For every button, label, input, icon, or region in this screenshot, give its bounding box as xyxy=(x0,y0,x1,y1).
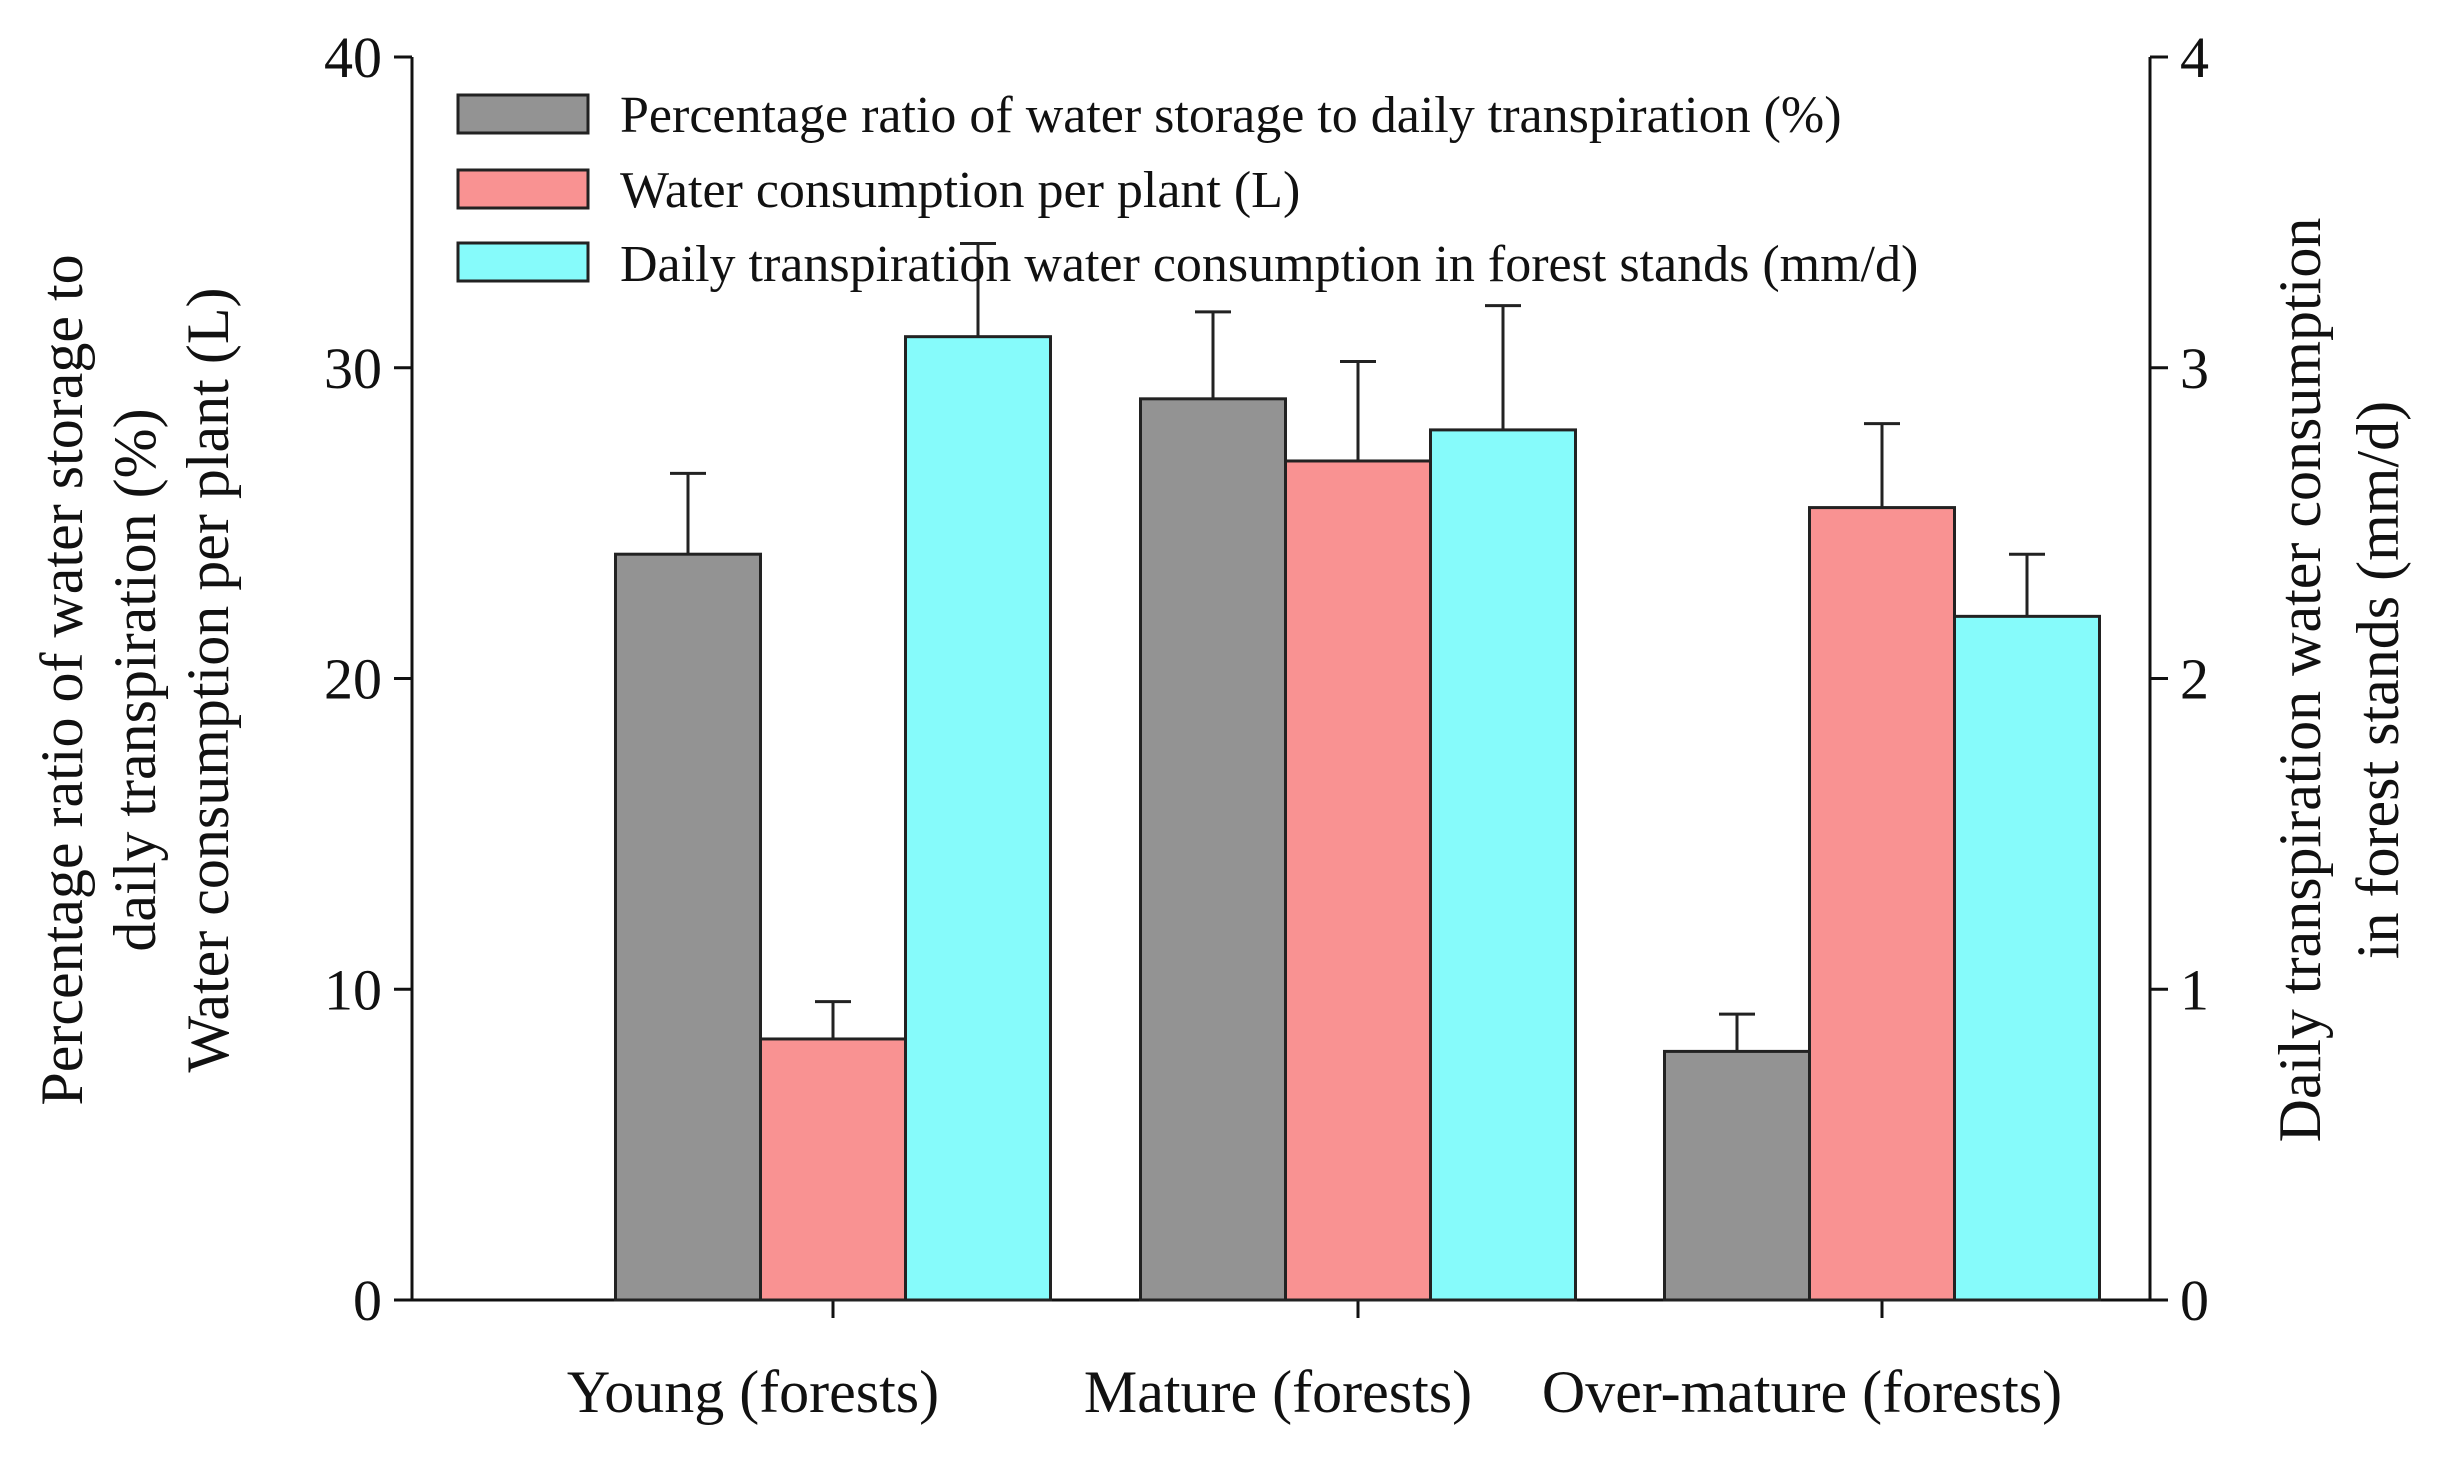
category-label: Over-mature (forests) xyxy=(1542,1359,2062,1425)
right-tick-label: 1 xyxy=(2180,957,2209,1022)
bar xyxy=(1663,1049,1811,1302)
right-axis-title-line-2: in forest stands (mm/d) xyxy=(2345,401,2411,959)
right-tick-label: 3 xyxy=(2180,336,2209,401)
category-label: Mature (forests) xyxy=(1084,1359,1472,1425)
left-tick-label: 20 xyxy=(324,647,382,712)
bar xyxy=(1953,614,2101,1302)
error-bar xyxy=(1485,304,1521,430)
bars xyxy=(614,335,2101,1302)
left-axis-title-line-2: daily transpiration (%) xyxy=(102,408,168,951)
error-bar xyxy=(1864,422,1900,508)
left-tick-label: 40 xyxy=(324,25,382,90)
right-tick-label: 4 xyxy=(2180,25,2209,90)
legend-swatch-water-per-plant xyxy=(456,168,590,210)
left-tick-label: 0 xyxy=(353,1268,382,1333)
right-tick-label: 0 xyxy=(2180,1268,2209,1333)
bar xyxy=(1139,397,1287,1302)
error-bar xyxy=(1719,1012,1755,1052)
left-axis-title-line-1: Percentage ratio of water storage to xyxy=(29,254,95,1105)
bar xyxy=(904,335,1052,1302)
error-bar xyxy=(2009,552,2045,617)
error-bar xyxy=(1195,310,1231,399)
left-axis-title: Percentage ratio of water storage to dai… xyxy=(29,254,241,1105)
right-tick-label: 2 xyxy=(2180,647,2209,712)
bar xyxy=(1429,428,1577,1302)
error-bar xyxy=(670,471,706,555)
legend-label-water-storage-ratio: Percentage ratio of water storage to dai… xyxy=(620,87,1842,144)
bar xyxy=(1808,506,1956,1302)
category-labels: Young (forests) Mature (forests) Over-matu… xyxy=(567,1359,2062,1425)
bar xyxy=(1284,459,1432,1302)
error-bars xyxy=(670,241,2045,1052)
error-bar xyxy=(815,1000,851,1039)
bar xyxy=(759,1037,907,1302)
right-axis-ticks: 0 1 2 3 4 xyxy=(2150,25,2209,1333)
legend-swatch-daily-transpiration xyxy=(456,241,590,283)
category-label: Young (forests) xyxy=(567,1359,939,1425)
left-axis-ticks: 0 10 20 30 40 xyxy=(324,25,412,1333)
bar xyxy=(614,552,762,1302)
right-axis-title-line-1: Daily transpiration water consumption xyxy=(2267,218,2333,1143)
left-tick-label: 30 xyxy=(324,336,382,401)
x-axis-ticks xyxy=(831,1300,1884,1318)
legend-swatch-water-storage-ratio xyxy=(456,93,590,135)
error-bar xyxy=(1340,360,1376,461)
left-axis-title-line-3: Water consumption per plant (L) xyxy=(175,288,241,1073)
legend-label-water-per-plant: Water consumption per plant (L) xyxy=(620,162,1300,219)
left-tick-label: 10 xyxy=(324,957,382,1022)
legend: Percentage ratio of water storage to dai… xyxy=(456,87,1918,293)
right-axis-title: Daily transpiration water consumption in… xyxy=(2267,218,2411,1143)
error-bar xyxy=(960,241,996,337)
legend-label-daily-transpiration: Daily transpiration water consumption in… xyxy=(620,236,1918,293)
